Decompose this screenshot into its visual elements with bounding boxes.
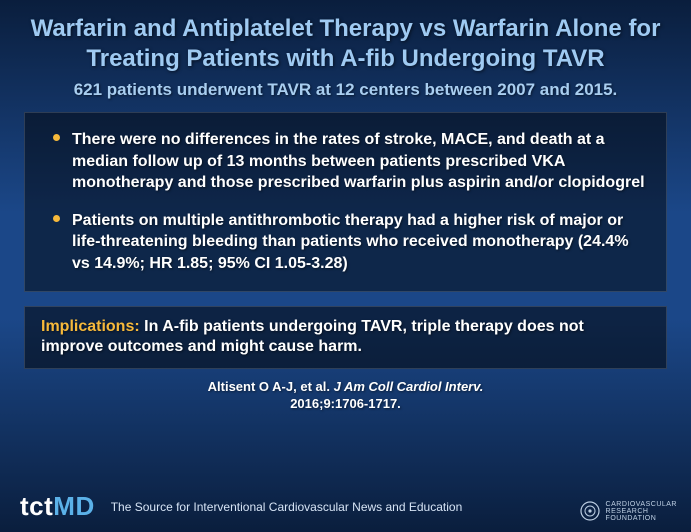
implications-label: Implications: [41, 318, 140, 335]
footer-tagline: The Source for Interventional Cardiovasc… [111, 500, 463, 514]
slide-subtitle: 621 patients underwent TAVR at 12 center… [18, 80, 673, 100]
implications-box: Implications: In A-fib patients undergoi… [24, 306, 667, 370]
citation-journal: J Am Coll Cardiol Interv. [334, 379, 484, 394]
bullet-text: There were no differences in the rates o… [72, 129, 646, 194]
citation-author: Altisent O A-J, et al. [208, 379, 334, 394]
findings-box: There were no differences in the rates o… [24, 112, 667, 292]
crf-line: FOUNDATION [606, 515, 677, 522]
citation-ref: 2016;9:1706-1717. [290, 396, 401, 411]
bullet-item: There were no differences in the rates o… [53, 129, 646, 194]
slide-title: Warfarin and Antiplatelet Therapy vs War… [18, 14, 673, 74]
crf-line: RESEARCH [606, 508, 677, 515]
tctmd-logo: tctMD [20, 491, 95, 522]
bullet-item: Patients on multiple antithrombotic ther… [53, 210, 646, 275]
crf-text: CARDIOVASCULAR RESEARCH FOUNDATION [606, 501, 677, 522]
crf-logo: CARDIOVASCULAR RESEARCH FOUNDATION [579, 500, 677, 522]
crf-icon [579, 500, 601, 522]
bullet-text: Patients on multiple antithrombotic ther… [72, 210, 646, 275]
bullet-marker-icon [53, 215, 60, 222]
logo-tct: tct [20, 491, 53, 522]
crf-line: CARDIOVASCULAR [606, 501, 677, 508]
logo-md: MD [53, 491, 94, 522]
bullet-marker-icon [53, 134, 60, 141]
footer: tctMD The Source for Interventional Card… [18, 485, 673, 532]
citation: Altisent O A-J, et al. J Am Coll Cardiol… [18, 379, 673, 413]
slide: Warfarin and Antiplatelet Therapy vs War… [0, 0, 691, 532]
